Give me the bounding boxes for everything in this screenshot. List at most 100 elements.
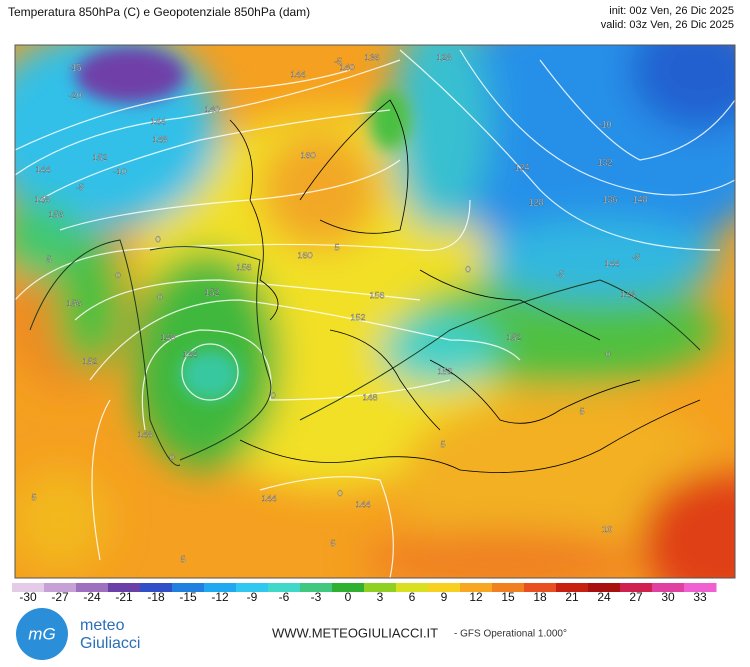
colorbar-label: 3 (377, 590, 384, 604)
colorbar-swatch (172, 583, 205, 592)
brand-bottom: Giuliacci (80, 635, 140, 652)
colorbar-swatch (364, 583, 397, 592)
colorbar-label: -30 (19, 590, 37, 604)
logo (16, 608, 68, 660)
contour-label: 0 (169, 452, 174, 462)
contour-label: 5 (579, 406, 584, 416)
contour-label: -10 (598, 119, 611, 129)
colorbar-swatch (204, 583, 237, 592)
colorbar-label: -24 (83, 590, 101, 604)
contour-label: 5 (330, 538, 335, 548)
valid-time: valid: 03z Ven, 26 Dic 2025 (601, 19, 734, 31)
contour-label: 0 (155, 234, 160, 244)
contour-label: 152 (350, 312, 365, 322)
colorbar-label: -6 (279, 590, 290, 604)
colorbar-swatch (460, 583, 493, 592)
colorbar-swatch (332, 583, 365, 592)
contour-label: 124 (514, 162, 529, 172)
colorbar-swatch (524, 583, 557, 592)
contour-label: 144 (290, 69, 305, 79)
colorbar-swatch (620, 583, 653, 592)
colorbar-label: -15 (179, 590, 197, 604)
colorbar-label: 0 (345, 590, 352, 604)
colorbar-label: 15 (501, 590, 515, 604)
contour-label: 148 (160, 332, 175, 342)
contour-label: 128 (436, 52, 451, 62)
contour-label: 5 (440, 439, 445, 449)
contour-label: 140 (204, 104, 219, 114)
colorbar-label: 21 (565, 590, 579, 604)
site: WWW.METEOGIULIACCI.IT (272, 625, 438, 640)
colorbar-label: 24 (597, 590, 611, 604)
contour-label: 0 (157, 292, 162, 302)
contour-label: 0 (115, 270, 120, 280)
contour-label: -15 (68, 62, 81, 72)
contour-label: 144 (604, 258, 619, 268)
colorbar-swatch (492, 583, 525, 592)
contour-label: 0 (270, 390, 275, 400)
init-time: init: 00z Ven, 26 Dic 2025 (609, 5, 734, 17)
colorbar-swatch (396, 583, 429, 592)
colorbar-swatch (556, 583, 589, 592)
contour-label: -10 (113, 166, 126, 176)
contour-label: 136 (364, 52, 379, 62)
contour-label: -5 (632, 252, 640, 262)
contour-label: 143 (620, 289, 635, 299)
brand-top: meteo (80, 617, 125, 634)
colorbar-label: -9 (247, 590, 258, 604)
contour-label: 160 (300, 150, 315, 160)
contour-label: 144 (35, 164, 50, 174)
colorbar-label: -3 (311, 590, 322, 604)
contour-label: 140 (339, 62, 354, 72)
contour-label: 136 (602, 194, 617, 204)
contour-label: 152 (92, 152, 107, 162)
contour-label: 144 (150, 116, 165, 126)
contour-label: 152 (506, 332, 521, 342)
colorbar-swatch (108, 583, 141, 592)
contour-label: 0 (465, 264, 470, 274)
contour-label: 148 (632, 194, 647, 204)
contour-label: 5 (31, 492, 36, 502)
colorbar-label: -21 (115, 590, 133, 604)
contour-label: 156 (66, 298, 81, 308)
contour-label: 160 (297, 250, 312, 260)
contour-label: 0 (605, 349, 610, 359)
contour-label: 144 (261, 493, 276, 503)
contour-label: 148 (362, 392, 377, 402)
colorbar-label: 18 (533, 590, 547, 604)
contour-label: 152 (437, 366, 452, 376)
colorbar-swatch (76, 583, 109, 592)
contour-label: 152 (204, 287, 219, 297)
colorbar-swatch (236, 583, 269, 592)
colorbar-label: 27 (629, 590, 643, 604)
colorbar-swatch (140, 583, 173, 592)
contour-label: 5 (46, 254, 51, 264)
colorbar-label: 30 (661, 590, 675, 604)
colorbar-label: 9 (441, 590, 448, 604)
logo-text: mG (28, 624, 55, 643)
contour-label: 5 (180, 554, 185, 564)
colorbar-swatch (428, 583, 461, 592)
contour-label: 10 (602, 524, 612, 534)
contour-label: 5 (334, 242, 339, 252)
contour-label: 128 (528, 197, 543, 207)
contour-label: 156 (48, 209, 63, 219)
contour-label: 144 (355, 499, 370, 509)
colorbar-label: -12 (211, 590, 229, 604)
colorbar-label: -18 (147, 590, 165, 604)
contour-label: -5 (334, 56, 342, 66)
colorbar: -30 -27 -24 -21 -18 -15 -12 -9 -6 -3 0 3 6 9 12 15 18 21 2… (12, 583, 717, 604)
colorbar-swatch (652, 583, 685, 592)
colorbar-swatch (44, 583, 77, 592)
colorbar-swatch (268, 583, 301, 592)
contour-label: -5 (76, 182, 84, 192)
contour-label: 148 (137, 429, 152, 439)
colorbar-label: 33 (693, 590, 707, 604)
model: - GFS Operational 1.000° (454, 629, 567, 640)
contour-label: 132 (597, 157, 612, 167)
colorbar-swatch (684, 583, 717, 592)
colorbar-label: 6 (409, 590, 416, 604)
contour-label: 156 (236, 262, 251, 272)
